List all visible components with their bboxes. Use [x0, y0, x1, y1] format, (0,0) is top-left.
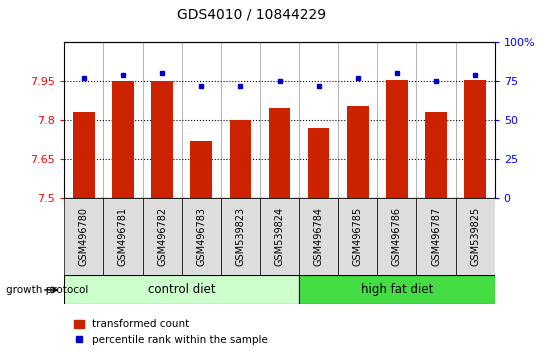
- Text: GSM496784: GSM496784: [314, 207, 324, 266]
- Bar: [347, 106, 368, 198]
- Bar: [269, 108, 290, 198]
- Bar: [64, 198, 103, 275]
- Bar: [425, 112, 447, 198]
- Bar: [338, 198, 377, 275]
- Bar: [73, 112, 94, 198]
- Text: GSM539823: GSM539823: [235, 207, 245, 266]
- Text: control diet: control diet: [148, 284, 215, 296]
- Bar: [151, 81, 173, 198]
- Bar: [308, 128, 329, 198]
- Bar: [299, 198, 338, 275]
- Bar: [230, 120, 251, 198]
- Text: GSM496780: GSM496780: [79, 207, 89, 266]
- Text: GSM539824: GSM539824: [274, 207, 285, 266]
- Bar: [64, 275, 299, 304]
- Text: GSM496781: GSM496781: [118, 207, 128, 266]
- Bar: [191, 141, 212, 198]
- Text: GSM496783: GSM496783: [196, 207, 206, 266]
- Bar: [143, 198, 182, 275]
- Text: GSM496786: GSM496786: [392, 207, 402, 266]
- Text: GDS4010 / 10844229: GDS4010 / 10844229: [177, 7, 326, 21]
- Bar: [299, 275, 495, 304]
- Bar: [221, 198, 260, 275]
- Bar: [456, 198, 495, 275]
- Bar: [465, 80, 486, 198]
- Text: GSM496785: GSM496785: [353, 207, 363, 266]
- Legend: transformed count, percentile rank within the sample: transformed count, percentile rank withi…: [69, 315, 272, 349]
- Text: GSM496782: GSM496782: [157, 207, 167, 266]
- Text: growth protocol: growth protocol: [6, 285, 88, 295]
- Bar: [112, 81, 134, 198]
- Bar: [416, 198, 456, 275]
- Bar: [386, 80, 408, 198]
- Bar: [103, 198, 143, 275]
- Bar: [260, 198, 299, 275]
- Bar: [182, 198, 221, 275]
- Text: GSM539825: GSM539825: [470, 207, 480, 266]
- Text: high fat diet: high fat diet: [361, 284, 433, 296]
- Text: GSM496787: GSM496787: [431, 207, 441, 266]
- Bar: [377, 198, 416, 275]
